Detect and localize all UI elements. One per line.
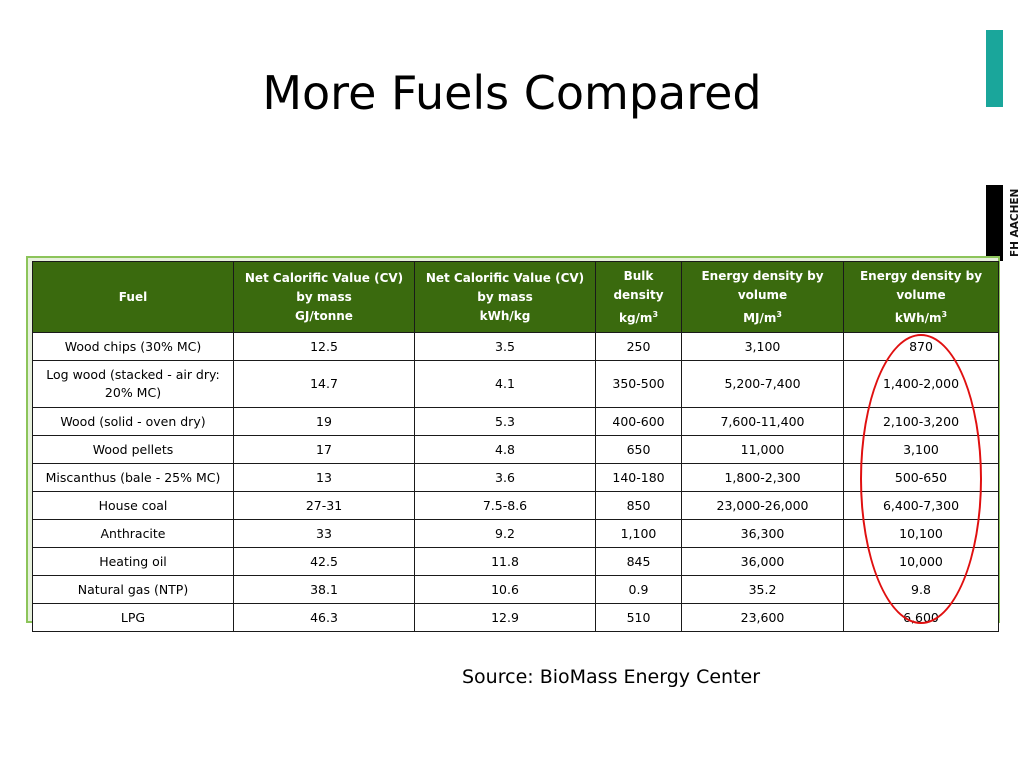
fuel-cell: Miscanthus (bale - 25% MC) [32, 463, 234, 492]
bulk-density-cell: 650 [595, 435, 682, 464]
fuel-cell: Wood (solid - oven dry) [32, 407, 234, 436]
energy-mj-cell: 36,300 [681, 519, 844, 548]
energy-kwh-cell: 3,100 [843, 435, 999, 464]
energy-mj-cell: 3,100 [681, 332, 844, 361]
cv-kwh-cell: 10.6 [414, 575, 596, 604]
header-energy-kwh-m3: Energy density by volume kWh/m3 [843, 261, 999, 333]
table-row: Wood (solid - oven dry) 19 5.3 400-600 7,600… [32, 407, 999, 436]
fuel-cell: Log wood (stacked - air dry: 20% MC) [32, 360, 234, 408]
table-header-row: Fuel Net Calorific Value (CV) by mass GJ… [32, 261, 999, 333]
cv-gj-cell: 12.5 [233, 332, 415, 361]
source-credit: Source: BioMass Energy Center [462, 666, 761, 688]
energy-kwh-cell: 6,600 [843, 603, 999, 632]
cv-gj-cell: 14.7 [233, 360, 415, 408]
bulk-density-cell: 0.9 [595, 575, 682, 604]
energy-kwh-cell: 2,100-3,200 [843, 407, 999, 436]
fuel-comparison-table-frame: Fuel Net Calorific Value (CV) by mass GJ… [26, 256, 1000, 632]
cv-kwh-cell: 9.2 [414, 519, 596, 548]
cv-kwh-cell: 4.1 [414, 360, 596, 408]
bulk-density-cell: 140-180 [595, 463, 682, 492]
cv-kwh-cell: 11.8 [414, 547, 596, 576]
header-energy-mj-m3: Energy density by volume MJ/m3 [681, 261, 844, 333]
energy-kwh-cell: 500-650 [843, 463, 999, 492]
logo-mark [986, 185, 1003, 261]
energy-mj-cell: 23,000-26,000 [681, 491, 844, 520]
table-row: Natural gas (NTP) 38.1 10.6 0.9 35.2 9.8 [32, 575, 999, 604]
bulk-density-cell: 1,100 [595, 519, 682, 548]
cv-gj-cell: 17 [233, 435, 415, 464]
table-row: Wood chips (30% MC) 12.5 3.5 250 3,100 870 [32, 332, 999, 361]
energy-mj-cell: 23,600 [681, 603, 844, 632]
energy-mj-cell: 7,600-11,400 [681, 407, 844, 436]
fuel-cell: Wood pellets [32, 435, 234, 464]
table-row: Heating oil 42.5 11.8 845 36,000 10,000 [32, 547, 999, 576]
energy-mj-cell: 36,000 [681, 547, 844, 576]
header-bulk-density: Bulk density kg/m3 [595, 261, 682, 333]
cv-kwh-cell: 7.5-8.6 [414, 491, 596, 520]
fuel-cell: LPG [32, 603, 234, 632]
accent-bar [986, 30, 1003, 107]
slide-title: More Fuels Compared [262, 66, 762, 120]
energy-kwh-cell: 10,000 [843, 547, 999, 576]
fuel-comparison-table: Fuel Net Calorific Value (CV) by mass GJ… [32, 261, 999, 632]
cv-gj-cell: 42.5 [233, 547, 415, 576]
table-row: Log wood (stacked - air dry: 20% MC) 14.7… [32, 360, 999, 408]
bulk-density-cell: 350-500 [595, 360, 682, 408]
cv-kwh-cell: 3.6 [414, 463, 596, 492]
energy-mj-cell: 35.2 [681, 575, 844, 604]
energy-kwh-cell: 10,100 [843, 519, 999, 548]
cv-gj-cell: 38.1 [233, 575, 415, 604]
bulk-density-cell: 850 [595, 491, 682, 520]
fuel-cell: Anthracite [32, 519, 234, 548]
cv-gj-cell: 46.3 [233, 603, 415, 632]
bulk-density-cell: 845 [595, 547, 682, 576]
table-row: LPG 46.3 12.9 510 23,600 6,600 [32, 603, 999, 632]
energy-kwh-cell: 1,400-2,000 [843, 360, 999, 408]
energy-mj-cell: 1,800-2,300 [681, 463, 844, 492]
header-cv-gj-tonne: Net Calorific Value (CV) by mass GJ/tonn… [233, 261, 415, 333]
energy-kwh-cell: 6,400-7,300 [843, 491, 999, 520]
energy-kwh-cell: 870 [843, 332, 999, 361]
header-fuel: Fuel [32, 261, 234, 333]
energy-mj-cell: 11,000 [681, 435, 844, 464]
logo-text: FH AACHEN [1009, 188, 1021, 258]
cv-kwh-cell: 5.3 [414, 407, 596, 436]
bulk-density-cell: 510 [595, 603, 682, 632]
bulk-density-cell: 250 [595, 332, 682, 361]
cv-gj-cell: 13 [233, 463, 415, 492]
cv-gj-cell: 27-31 [233, 491, 415, 520]
table-row: Miscanthus (bale - 25% MC) 13 3.6 140-180 1,… [32, 463, 999, 492]
energy-kwh-cell: 9.8 [843, 575, 999, 604]
table-body: Wood chips (30% MC) 12.5 3.5 250 3,100 870 Log… [32, 332, 999, 632]
cv-kwh-cell: 3.5 [414, 332, 596, 361]
table-row: Anthracite 33 9.2 1,100 36,300 10,100 [32, 519, 999, 548]
fuel-cell: House coal [32, 491, 234, 520]
cv-kwh-cell: 4.8 [414, 435, 596, 464]
cv-gj-cell: 33 [233, 519, 415, 548]
fuel-cell: Heating oil [32, 547, 234, 576]
table-row: House coal 27-31 7.5-8.6 850 23,000-26,000 6,… [32, 491, 999, 520]
energy-mj-cell: 5,200-7,400 [681, 360, 844, 408]
fuel-cell: Wood chips (30% MC) [32, 332, 234, 361]
cv-kwh-cell: 12.9 [414, 603, 596, 632]
header-cv-kwh-kg: Net Calorific Value (CV) by mass kWh/kg [414, 261, 596, 333]
bulk-density-cell: 400-600 [595, 407, 682, 436]
cv-gj-cell: 19 [233, 407, 415, 436]
fuel-cell: Natural gas (NTP) [32, 575, 234, 604]
table-row: Wood pellets 17 4.8 650 11,000 3,100 [32, 435, 999, 464]
